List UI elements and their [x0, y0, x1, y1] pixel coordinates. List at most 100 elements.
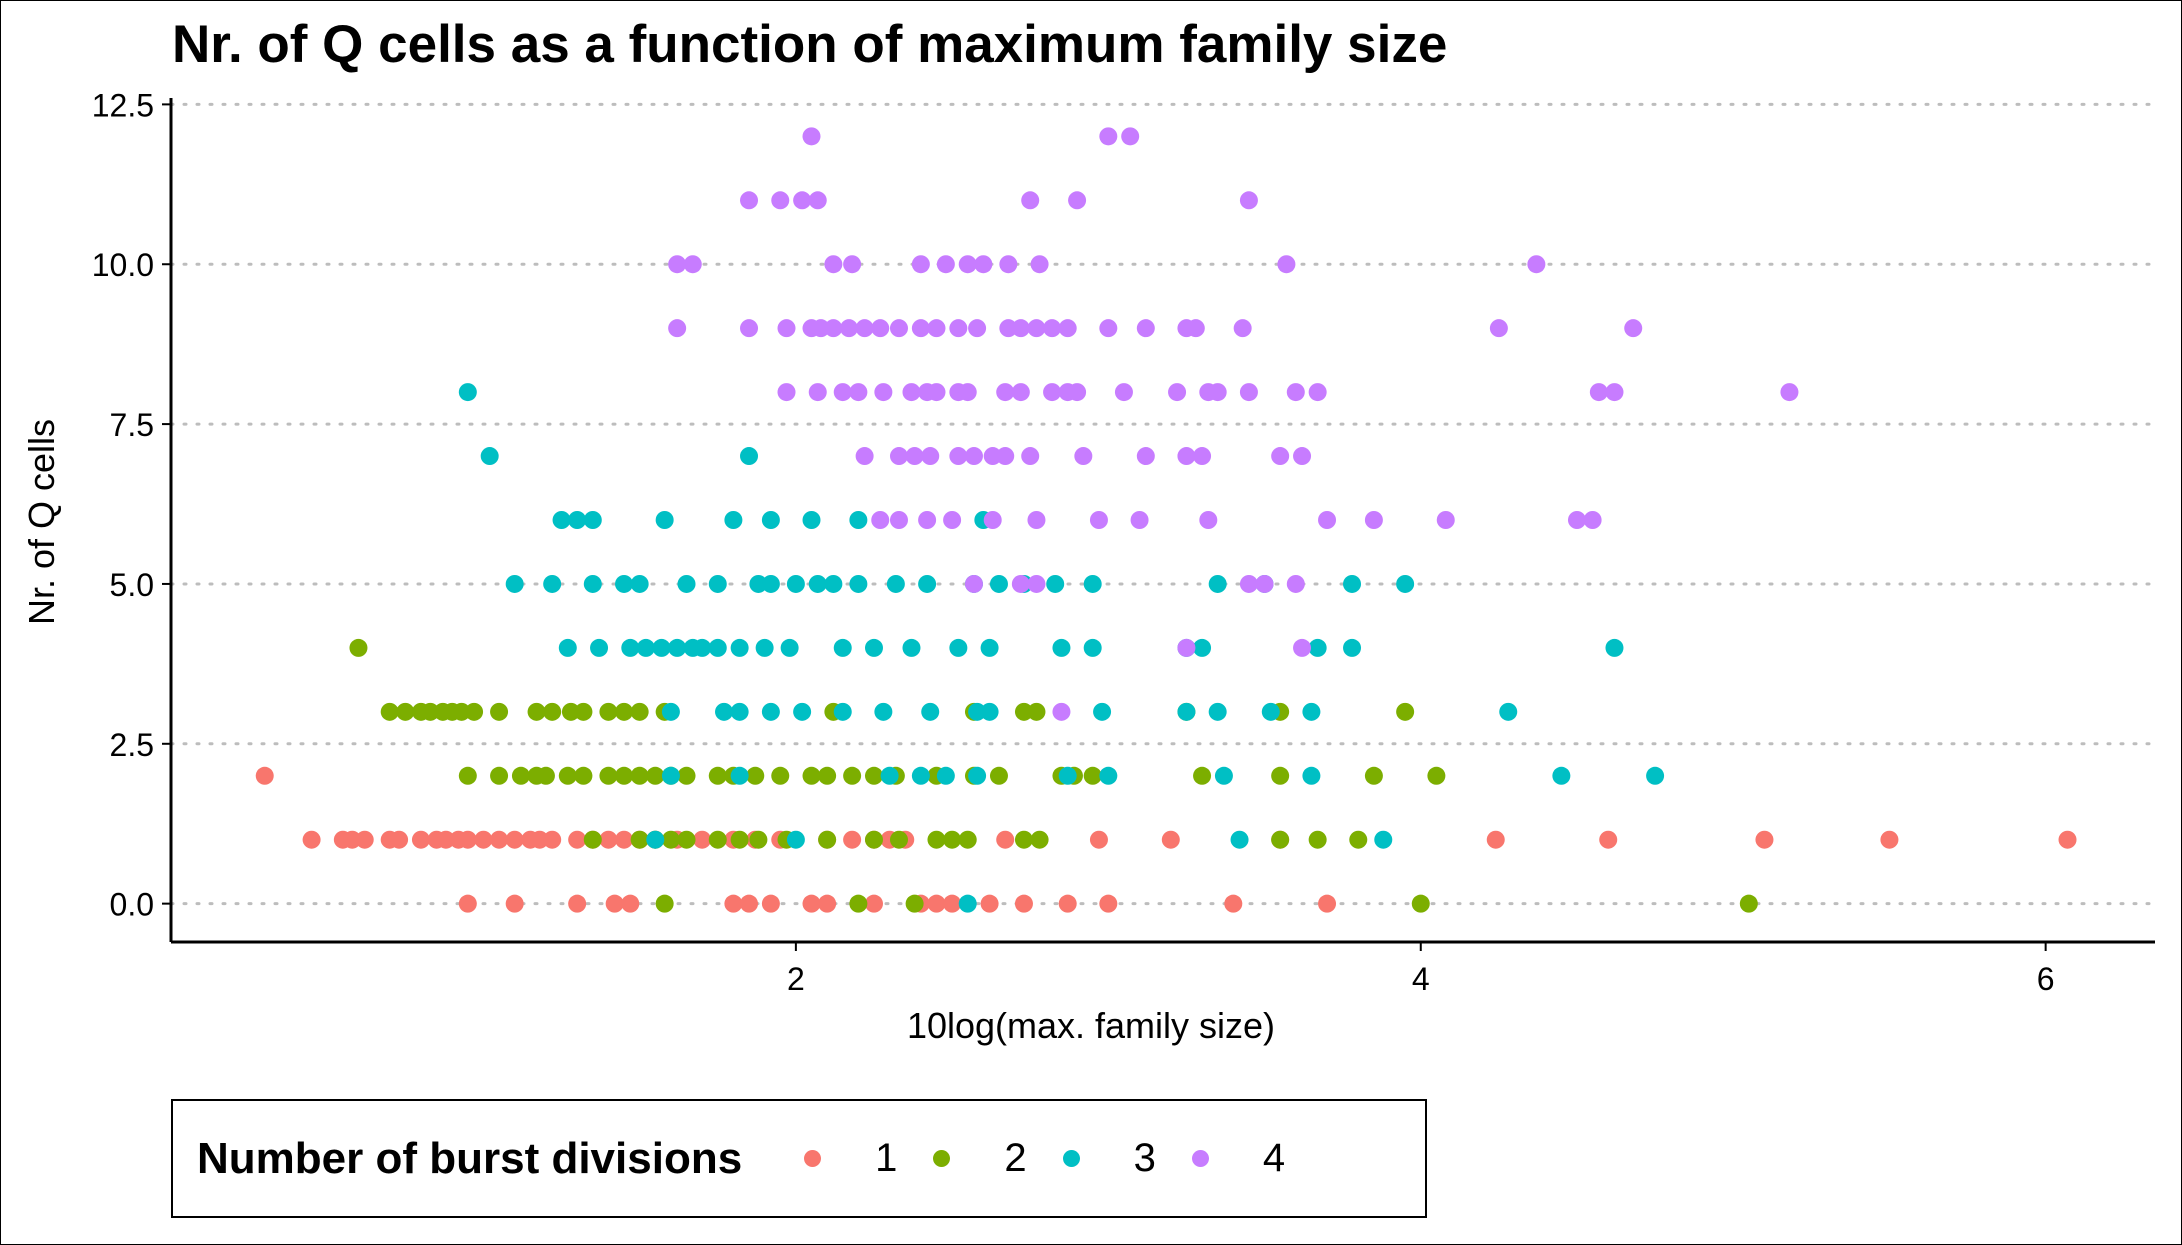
data-point-series-2 — [1027, 702, 1046, 721]
data-point-series-4 — [849, 383, 868, 402]
data-point-series-4 — [871, 511, 890, 529]
data-point-series-3 — [1396, 574, 1415, 593]
data-point-series-3 — [761, 574, 780, 593]
data-point-series-1 — [568, 894, 587, 913]
data-point-series-3 — [693, 638, 712, 657]
data-point-series-3 — [1214, 766, 1233, 785]
data-point-series-3 — [886, 574, 905, 593]
data-point-series-1 — [543, 830, 562, 849]
data-point-series-1 — [724, 894, 743, 913]
data-point-series-3 — [1177, 702, 1196, 721]
data-point-series-3 — [1499, 702, 1518, 721]
y-tick-label: 12.5 — [92, 87, 154, 123]
data-point-series-3 — [1052, 638, 1071, 657]
data-point-series-2 — [599, 702, 618, 721]
data-point-series-4 — [999, 319, 1018, 338]
data-point-series-4 — [1293, 447, 1312, 466]
data-point-series-3 — [936, 766, 955, 785]
data-point-series-1 — [1880, 830, 1899, 849]
data-point-series-2 — [465, 702, 484, 721]
data-point-series-1 — [355, 830, 374, 849]
data-point-series-4 — [1099, 319, 1118, 338]
data-point-series-4 — [1255, 574, 1274, 593]
data-point-series-4 — [968, 319, 987, 338]
data-point-series-4 — [983, 447, 1002, 466]
data-point-series-1 — [761, 894, 780, 913]
data-point-series-3 — [480, 447, 499, 466]
data-point-series-4 — [683, 255, 702, 274]
data-point-series-1 — [927, 894, 946, 913]
data-point-series-4 — [996, 447, 1015, 466]
data-point-series-1 — [1014, 894, 1033, 913]
data-point-series-2 — [943, 830, 962, 849]
data-point-series-4 — [1043, 383, 1062, 402]
data-point-series-2 — [1349, 830, 1368, 849]
data-point-series-1 — [1089, 830, 1108, 849]
data-point-series-4 — [740, 319, 759, 338]
data-point-series-3 — [646, 830, 665, 849]
data-point-series-4 — [958, 255, 977, 274]
legend-title: Number of burst divisions — [197, 1133, 743, 1183]
data-point-series-4 — [1271, 447, 1290, 466]
legend-item-1: 1 — [804, 1136, 897, 1181]
data-point-series-3 — [911, 766, 930, 785]
data-point-series-1 — [1486, 830, 1505, 849]
data-point-series-4 — [668, 255, 687, 274]
data-point-series-3 — [1058, 766, 1077, 785]
data-point-series-4 — [905, 447, 924, 466]
data-point-series-1 — [864, 894, 883, 913]
data-point-series-4 — [1199, 511, 1218, 529]
data-point-series-4 — [777, 383, 796, 402]
data-point-series-1 — [474, 830, 493, 849]
data-point-series-1 — [1318, 894, 1337, 913]
data-point-series-4 — [839, 319, 858, 338]
data-point-series-2 — [771, 766, 790, 785]
data-point-series-4 — [949, 319, 968, 338]
data-point-series-3 — [661, 702, 680, 721]
data-point-series-4 — [1011, 319, 1030, 338]
data-point-series-1 — [605, 894, 624, 913]
data-point-series-2 — [630, 702, 649, 721]
data-point-series-3 — [761, 511, 780, 529]
data-point-series-4 — [911, 319, 930, 338]
data-point-series-4 — [1233, 319, 1252, 338]
data-point-series-2 — [749, 830, 768, 849]
x-tick-label: 2 — [787, 961, 805, 997]
data-point-series-3 — [918, 574, 937, 593]
data-point-series-2 — [864, 766, 883, 785]
data-point-series-4 — [1136, 447, 1155, 466]
data-point-series-3 — [1343, 638, 1362, 657]
data-point-series-2 — [1030, 830, 1049, 849]
data-point-series-3 — [558, 638, 577, 657]
data-point-series-3 — [1605, 638, 1624, 657]
data-point-series-4 — [889, 447, 908, 466]
data-point-series-3 — [1552, 766, 1571, 785]
data-point-series-2 — [561, 702, 580, 721]
data-point-series-1 — [843, 830, 862, 849]
data-point-series-3 — [715, 702, 734, 721]
data-point-series-4 — [936, 255, 955, 274]
data-point-series-4 — [1239, 191, 1258, 210]
data-point-series-3 — [1208, 702, 1227, 721]
legend-dot-3 — [1062, 1150, 1080, 1167]
data-point-series-2 — [1396, 702, 1415, 721]
data-point-series-4 — [1364, 511, 1383, 529]
data-point-series-4 — [1177, 447, 1196, 466]
data-point-series-4 — [874, 383, 893, 402]
data-point-series-1 — [1224, 894, 1243, 913]
data-point-series-4 — [964, 574, 983, 593]
data-point-series-3 — [808, 574, 827, 593]
data-point-series-1 — [458, 894, 477, 913]
data-point-series-4 — [983, 511, 1002, 529]
data-point-series-2 — [630, 766, 649, 785]
data-point-series-3 — [880, 766, 899, 785]
legend-dot-1 — [804, 1150, 822, 1167]
data-point-series-1 — [1099, 894, 1118, 913]
data-point-series-2 — [1014, 702, 1033, 721]
data-point-series-4 — [964, 447, 983, 466]
data-point-series-1 — [599, 830, 618, 849]
data-point-series-1 — [390, 830, 409, 849]
data-point-series-3 — [749, 574, 768, 593]
data-point-series-3 — [902, 638, 921, 657]
data-point-series-4 — [1058, 319, 1077, 338]
